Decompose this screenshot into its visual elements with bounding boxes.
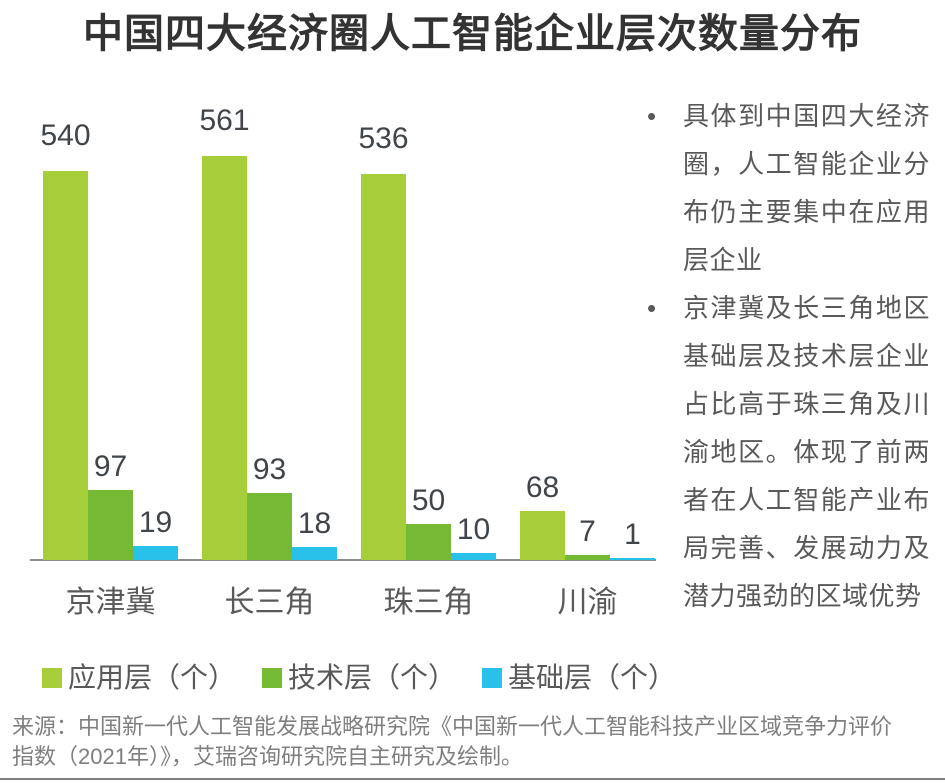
legend-label: 技术层（个）: [288, 662, 457, 693]
bar-value-label: 97: [93, 450, 128, 483]
legend-item: 基础层（个）: [482, 660, 676, 696]
note-text: 京津冀及长三角地区基础层及技术层企业占比高于珠三角及川渝地区。体现了前两者在人工…: [683, 293, 930, 611]
bar-value-label: 10: [456, 513, 491, 546]
bar-value-label: 540: [40, 119, 91, 152]
bar-s1-c3: [565, 555, 610, 560]
note-item: 京津冀及长三角地区基础层及技术层企业占比高于珠三角及川渝地区。体现了前两者在人工…: [645, 284, 930, 620]
bar-value-label: 93: [252, 453, 287, 486]
bar-value-label: 536: [358, 122, 409, 155]
bar-s0-c2: [361, 174, 406, 560]
plot-area: 540 97 19 561 93 18 536 50 10 68 7 1: [0, 100, 660, 561]
bottom-divider: [0, 778, 945, 780]
bar-s2-c1: [292, 547, 337, 560]
note-text: 具体到中国四大经济圈，人工智能企业分布仍主要集中在应用层企业: [683, 101, 930, 275]
bar-value-label: 68: [525, 471, 560, 504]
legend-item: 技术层（个）: [262, 660, 456, 696]
legend-color-swatch: [482, 668, 503, 688]
x-axis-label: 京津冀: [65, 586, 156, 619]
x-axis-line: [30, 559, 656, 561]
chart-title: 中国四大经济圈人工智能企业层次数量分布: [83, 12, 862, 56]
bar-value-label: 1: [624, 518, 641, 551]
x-axis-labels: 京津冀 长三角 珠三角 川渝: [0, 586, 660, 626]
bar-value-label: 18: [297, 507, 332, 540]
chart-legend: 应用层（个） 技术层（个） 基础层（个）: [42, 660, 676, 696]
x-axis-label: 珠三角: [383, 586, 474, 619]
bar-value-label: 50: [411, 484, 446, 517]
legend-color-swatch: [42, 668, 62, 688]
legend-label: 应用层（个）: [68, 662, 237, 693]
bar-s1-c0: [88, 490, 133, 560]
legend-label: 基础层（个）: [508, 662, 677, 693]
bar-s0-c3: [520, 511, 565, 560]
bar-s1-c2: [406, 524, 451, 560]
bar-s0-c0: [43, 171, 88, 560]
bar-value-label: 7: [579, 515, 596, 548]
bar-s1-c1: [247, 493, 292, 560]
note-item: 具体到中国四大经济圈，人工智能企业分布仍主要集中在应用层企业: [645, 92, 930, 284]
bar-s0-c1: [202, 156, 247, 560]
x-axis-label: 川渝: [557, 586, 618, 619]
bar-s2-c2: [451, 553, 496, 560]
x-axis-label: 长三角: [224, 586, 315, 619]
source-note: 来源：中国新一代人工智能发展战略研究院《中国新一代人工智能科技产业区域竞争力评价…: [12, 714, 893, 769]
bar-s2-c0: [133, 546, 178, 560]
legend-item: 应用层（个）: [42, 660, 236, 696]
bar-value-label: 561: [199, 104, 250, 137]
bar-s2-c3: [610, 558, 655, 560]
bar-value-label: 19: [138, 506, 173, 539]
legend-color-swatch: [262, 668, 283, 688]
insight-notes: 具体到中国四大经济圈，人工智能企业分布仍主要集中在应用层企业 京津冀及长三角地区…: [645, 92, 930, 620]
